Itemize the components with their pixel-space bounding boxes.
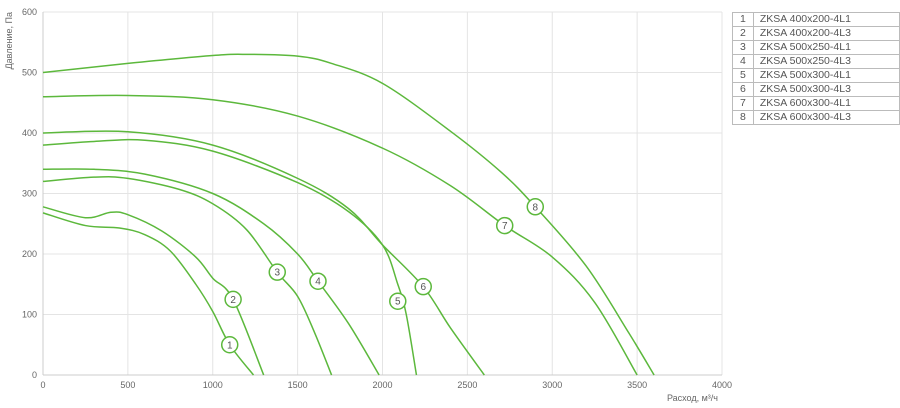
legend-model-name: ZKSA 500x300-4L3 bbox=[752, 82, 900, 97]
legend-number: 8 bbox=[732, 110, 754, 125]
legend-table: 1 ZKSA 400x200-4L1 2 ZKSA 400x200-4L3 3 ZKSA … bbox=[732, 12, 900, 125]
series-number-label: 1 bbox=[227, 340, 233, 351]
series-number-label: 6 bbox=[420, 282, 426, 293]
legend-number: 4 bbox=[732, 54, 754, 69]
x-tick-label: 500 bbox=[120, 380, 135, 390]
legend-number: 7 bbox=[732, 96, 754, 111]
y-tick-label: 600 bbox=[22, 7, 37, 17]
legend-model-name: ZKSA 600x300-4L3 bbox=[752, 110, 900, 125]
legend-model-name: ZKSA 400x200-4L3 bbox=[752, 26, 900, 41]
series-marker-6 bbox=[414, 277, 432, 296]
legend-model-name: ZKSA 500x300-4L1 bbox=[752, 68, 900, 83]
legend-number: 3 bbox=[732, 40, 754, 55]
series-marker-2 bbox=[224, 290, 242, 309]
legend-row: 7 ZKSA 600x300-4L1 bbox=[732, 96, 900, 111]
legend-number: 5 bbox=[732, 68, 754, 83]
legend-model-name: ZKSA 600x300-4L1 bbox=[752, 96, 900, 111]
x-tick-label: 0 bbox=[40, 380, 45, 390]
series-number-label: 5 bbox=[395, 297, 401, 308]
x-tick-label: 2000 bbox=[372, 380, 392, 390]
series-number-label: 8 bbox=[532, 202, 538, 213]
series-marker-4 bbox=[309, 272, 327, 290]
y-tick-label: 300 bbox=[22, 189, 37, 199]
x-tick-label: 1500 bbox=[288, 380, 308, 390]
series-line-1 bbox=[42, 212, 255, 376]
series-marker-5 bbox=[389, 292, 407, 310]
series-marker-3 bbox=[268, 263, 287, 281]
y-tick-label: 500 bbox=[22, 68, 37, 78]
legend-model-name: ZKSA 500x250-4L1 bbox=[752, 40, 900, 55]
series-line-8 bbox=[42, 53, 655, 376]
series-number-label: 2 bbox=[230, 295, 236, 306]
legend-row: 1 ZKSA 400x200-4L1 bbox=[732, 12, 900, 27]
legend-model-name: ZKSA 500x250-4L3 bbox=[752, 54, 900, 69]
x-tick-label: 1000 bbox=[203, 380, 223, 390]
series-line-4 bbox=[42, 168, 380, 376]
x-tick-label: 3500 bbox=[627, 380, 647, 390]
y-tick-label: 400 bbox=[22, 128, 37, 138]
legend-model-name: ZKSA 400x200-4L1 bbox=[752, 12, 900, 27]
series-marker-7 bbox=[495, 216, 514, 235]
legend-row: 6 ZKSA 500x300-4L3 bbox=[732, 82, 900, 97]
series-line-6 bbox=[42, 130, 485, 376]
legend-number: 2 bbox=[732, 26, 754, 41]
legend-row: 8 ZKSA 600x300-4L3 bbox=[732, 110, 900, 125]
series-line-3 bbox=[42, 176, 333, 376]
series-number-label: 3 bbox=[274, 268, 280, 279]
legend-row: 5 ZKSA 500x300-4L1 bbox=[732, 68, 900, 83]
legend-row: 4 ZKSA 500x250-4L3 bbox=[732, 54, 900, 69]
x-tick-label: 2500 bbox=[457, 380, 477, 390]
y-tick-label: 200 bbox=[22, 249, 37, 259]
legend-row: 3 ZKSA 500x250-4L1 bbox=[732, 40, 900, 55]
legend-number: 1 bbox=[732, 12, 754, 27]
series-marker-1 bbox=[220, 336, 239, 354]
y-tick-label: 0 bbox=[32, 370, 37, 380]
series-line-7 bbox=[42, 94, 638, 376]
series-marker-8 bbox=[526, 198, 545, 216]
x-tick-label: 4000 bbox=[712, 380, 732, 390]
legend-row: 2 ZKSA 400x200-4L3 bbox=[732, 26, 900, 41]
legend-number: 6 bbox=[732, 82, 754, 97]
x-tick-label: 3000 bbox=[542, 380, 562, 390]
series-number-label: 7 bbox=[502, 221, 508, 232]
y-tick-label: 100 bbox=[22, 310, 37, 320]
x-axis-label: Расход, м³/ч bbox=[667, 393, 718, 403]
series-number-label: 4 bbox=[315, 277, 321, 288]
y-axis-label: Давление, Па bbox=[4, 12, 14, 69]
